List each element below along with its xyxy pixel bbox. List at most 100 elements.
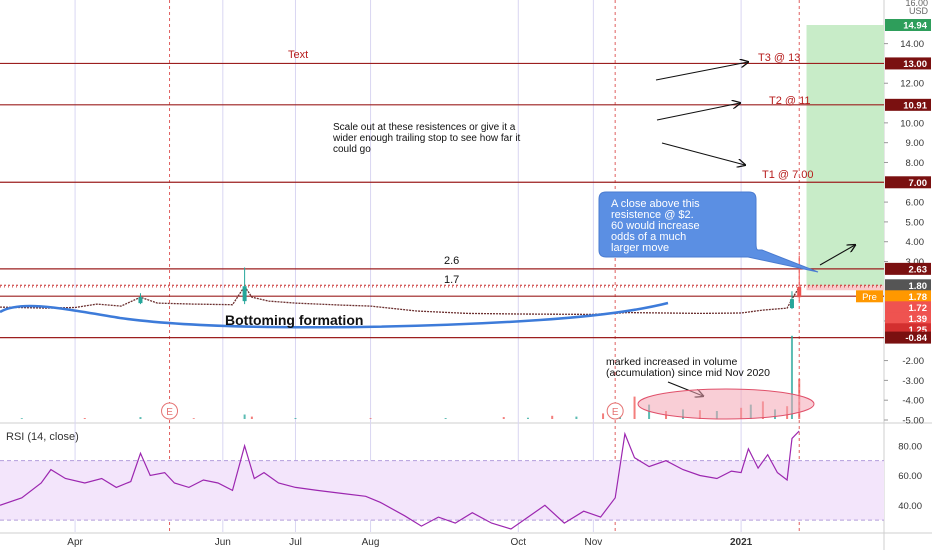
t2-label[interactable]: T2 @ 11 xyxy=(769,95,811,107)
time-axis: Apr Jun Jul Aug Oct Nov 2021 xyxy=(0,532,932,548)
price-tick-label: 9.00 xyxy=(906,138,925,149)
volume-bar xyxy=(602,413,605,419)
annotations-layer[interactable]: Text T3 @ 13 T2 @ 11 T1 @ 7.00 Scale out at … xyxy=(0,49,855,420)
volume-bar xyxy=(551,415,554,419)
time-label-apr: Apr xyxy=(67,537,83,548)
annotation-arrow-3[interactable] xyxy=(661,142,745,165)
callout-text-line-2: resistence @ $2. xyxy=(611,209,694,221)
price-tick-label: 10.00 xyxy=(900,118,924,129)
price-tick-label: 5.00 xyxy=(906,217,925,228)
price-tick-label: -3.00 xyxy=(902,376,924,387)
volume-bar xyxy=(294,418,297,419)
price-label-box xyxy=(885,98,931,111)
volume-bar xyxy=(243,414,246,419)
price-tick-label: -4.00 xyxy=(902,396,924,407)
rsi-tick-label: 80.00 xyxy=(898,441,922,452)
target-zone xyxy=(806,24,884,287)
price-label-1.80: 1.80 xyxy=(909,281,928,292)
price-label-10.91: 10.91 xyxy=(903,100,927,111)
pre-market-badge xyxy=(856,290,883,303)
price-label-7.00: 7.00 xyxy=(909,178,928,189)
price-tick-label: 8.00 xyxy=(906,158,925,169)
rsi-tick-label: 40.00 xyxy=(898,501,922,512)
earnings-marker-label: E xyxy=(612,407,619,418)
time-label-aug: Aug xyxy=(362,537,380,548)
price-label-1.25: 1.25 xyxy=(909,325,928,336)
price-tick-label: -2.00 xyxy=(902,356,924,367)
volume-bar xyxy=(633,396,636,419)
candle-body xyxy=(797,286,802,298)
time-label-2021: 2021 xyxy=(730,537,753,548)
price-label--0.84: -0.84 xyxy=(905,333,927,344)
volume-bar xyxy=(369,418,372,419)
bottoming-curve[interactable] xyxy=(0,301,669,329)
callout-text-line-4: odds of a much xyxy=(611,231,686,243)
price-label-box xyxy=(885,290,931,303)
price-label-box xyxy=(885,57,931,70)
volume-bar xyxy=(444,418,447,419)
volume-note-line-1[interactable]: marked increased in volume xyxy=(606,356,737,368)
axis-top-label: 16.00 xyxy=(905,0,928,8)
callout-text-line-1: A close above this xyxy=(611,198,700,210)
t1-label[interactable]: T1 @ 7.00 xyxy=(762,169,814,181)
price-label-1.39: 1.39 xyxy=(909,314,928,325)
price-label-2.63: 2.63 xyxy=(909,264,928,275)
price-label-box xyxy=(885,279,931,292)
candle-body xyxy=(242,286,247,302)
volume-bar xyxy=(250,416,253,419)
volume-bar xyxy=(192,418,195,419)
time-label-oct: Oct xyxy=(511,537,527,548)
callout-text-line-3: 60 would increase xyxy=(611,220,700,232)
price-label-box xyxy=(885,262,931,275)
volume-bar xyxy=(526,417,529,419)
volume-bar xyxy=(790,335,793,419)
price-label-box xyxy=(885,331,931,344)
scale-out-note-line-2[interactable]: wider enough trailing stop to see how fa… xyxy=(332,133,521,144)
earnings-marker-2[interactable] xyxy=(606,402,624,420)
price-label-1.78: 1.78 xyxy=(909,292,928,303)
callout-bubble[interactable] xyxy=(598,191,819,273)
text-label[interactable]: Text xyxy=(288,49,308,61)
price-tick-label: -5.00 xyxy=(902,416,924,427)
currency-label: USD xyxy=(909,6,929,16)
rsi-line xyxy=(0,430,800,530)
accumulation-highlight[interactable] xyxy=(637,388,815,420)
time-label-jul: Jul xyxy=(289,537,302,548)
price-label-14.94: 14.94 xyxy=(903,20,927,31)
time-label-jun: Jun xyxy=(215,537,231,548)
level-1-7-label[interactable]: 1.7 xyxy=(444,274,459,286)
volume-bar xyxy=(20,418,23,419)
price-layer xyxy=(0,255,802,316)
volume-bar xyxy=(575,416,578,419)
pre-market-label: Pre xyxy=(862,292,877,303)
time-label-nov: Nov xyxy=(584,537,602,548)
volume-note-line-2[interactable]: (accumulation) since mid Nov 2020 xyxy=(606,367,770,379)
price-label-box xyxy=(885,176,931,189)
bottoming-label[interactable]: Bottoming formation xyxy=(225,312,363,328)
t3-label[interactable]: T3 @ 13 xyxy=(758,52,800,64)
price-tick-label: 12.00 xyxy=(900,79,924,90)
annotation-arrow-2[interactable] xyxy=(656,103,740,121)
price-tick-label: 14.00 xyxy=(900,39,924,50)
volume-bar xyxy=(83,418,86,419)
stop-zone xyxy=(806,285,884,291)
price-label-box xyxy=(885,312,931,325)
rsi-band xyxy=(0,460,884,521)
level-2-6-label[interactable]: 2.6 xyxy=(444,255,459,267)
volume-bar xyxy=(502,417,505,419)
annotation-arrow-1[interactable] xyxy=(655,62,748,81)
price-label-box xyxy=(885,301,931,314)
rsi-title: RSI (14, close) xyxy=(6,431,79,443)
price-label-13.00: 13.00 xyxy=(903,59,927,70)
target-zone-layer xyxy=(806,24,884,291)
annotation-arrow-4[interactable] xyxy=(819,245,855,266)
scale-out-note-line-1[interactable]: Scale out at these resistences or give i… xyxy=(333,122,516,133)
scale-out-note-line-3[interactable]: could go xyxy=(333,144,371,155)
earnings-marker-1[interactable] xyxy=(161,402,179,420)
price-tick-label: 3.00 xyxy=(906,257,925,268)
candle-body xyxy=(138,297,143,304)
